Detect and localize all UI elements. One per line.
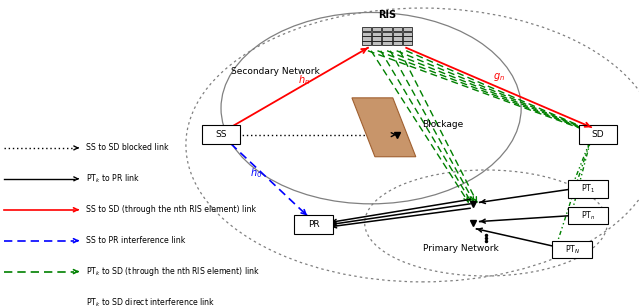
Text: PT$_1$: PT$_1$ xyxy=(581,183,595,195)
Text: Primary Network: Primary Network xyxy=(422,244,499,253)
Bar xyxy=(362,41,371,45)
Bar xyxy=(383,27,392,31)
Bar xyxy=(393,31,402,36)
Bar xyxy=(372,27,381,31)
Bar xyxy=(403,27,412,31)
FancyBboxPatch shape xyxy=(579,125,617,144)
Bar xyxy=(403,31,412,36)
Text: $h_0$: $h_0$ xyxy=(250,166,262,180)
Bar xyxy=(383,31,392,36)
Text: SD: SD xyxy=(591,130,604,139)
Text: PT$_k$ to PR link: PT$_k$ to PR link xyxy=(86,172,140,185)
Text: PR: PR xyxy=(308,220,319,229)
FancyBboxPatch shape xyxy=(202,125,240,144)
Text: $g_n$: $g_n$ xyxy=(493,71,505,83)
Bar xyxy=(393,41,402,45)
Text: Secondary Network: Secondary Network xyxy=(231,67,319,76)
Text: PT$_N$: PT$_N$ xyxy=(564,243,580,256)
FancyBboxPatch shape xyxy=(568,180,609,198)
Bar xyxy=(393,36,402,40)
Polygon shape xyxy=(352,98,416,157)
FancyBboxPatch shape xyxy=(568,207,609,225)
Bar xyxy=(372,36,381,40)
Bar xyxy=(372,41,381,45)
FancyBboxPatch shape xyxy=(294,215,333,234)
FancyBboxPatch shape xyxy=(552,241,593,258)
Bar xyxy=(383,36,392,40)
Text: SS to SD (through the nth RIS element) link: SS to SD (through the nth RIS element) l… xyxy=(86,205,256,214)
Text: SS: SS xyxy=(215,130,227,139)
Bar xyxy=(403,36,412,40)
Bar xyxy=(383,41,392,45)
Bar xyxy=(362,36,371,40)
Text: SS to PR interference link: SS to PR interference link xyxy=(86,236,185,245)
Text: $h_n$: $h_n$ xyxy=(298,73,310,87)
Bar xyxy=(372,31,381,36)
Text: SS to SD blocked link: SS to SD blocked link xyxy=(86,144,168,152)
Bar xyxy=(403,41,412,45)
Bar xyxy=(362,27,371,31)
Text: PT$_k$ to SD direct interference link: PT$_k$ to SD direct interference link xyxy=(86,296,215,308)
Text: PT$_n$: PT$_n$ xyxy=(581,209,595,222)
Bar xyxy=(393,27,402,31)
Text: Blockage: Blockage xyxy=(422,120,463,129)
Bar xyxy=(362,31,371,36)
Text: RIS: RIS xyxy=(378,10,396,20)
Text: PT$_k$ to SD (through the nth RIS element) link: PT$_k$ to SD (through the nth RIS elemen… xyxy=(86,265,259,278)
